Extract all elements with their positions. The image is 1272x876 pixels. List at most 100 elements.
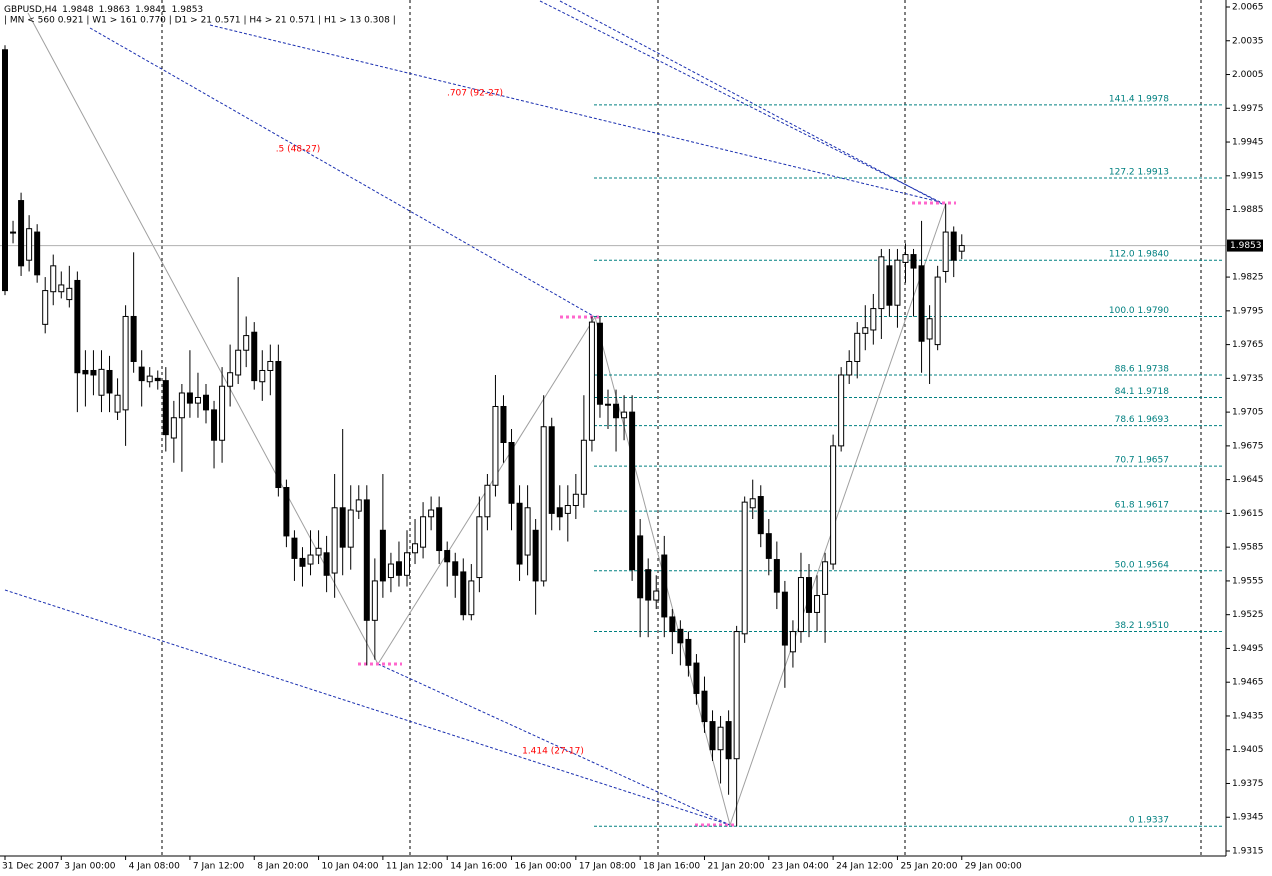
body [219, 385, 226, 441]
y-tick-label: 1.9495 [1232, 644, 1264, 654]
body [830, 445, 837, 565]
x-tick-label: 11 Jan 12:00 [386, 862, 443, 872]
body [789, 631, 796, 653]
level-label: 38.2 1.9510 [1115, 621, 1170, 631]
body [500, 405, 507, 444]
body [588, 321, 595, 441]
body [307, 554, 314, 565]
body [572, 493, 579, 507]
body [950, 231, 957, 261]
body [902, 254, 909, 263]
body [725, 721, 732, 760]
body [90, 369, 97, 376]
body [492, 405, 499, 486]
indicator-line: | MN < 560 0.921 | W1 > 161 0.770 | D1 >… [4, 16, 396, 26]
body [243, 335, 250, 351]
body [797, 577, 804, 633]
body [194, 396, 201, 404]
body [211, 409, 218, 441]
body [741, 501, 748, 635]
body [235, 349, 242, 376]
body [275, 360, 282, 489]
body [677, 628, 684, 644]
level-label: 70.7 1.9657 [1115, 456, 1169, 466]
y-tick-label: 2.0065 [1232, 3, 1264, 13]
y-tick-label: 1.9885 [1232, 205, 1264, 215]
body [854, 332, 861, 362]
body [548, 426, 555, 514]
level-label: 61.8 1.9617 [1115, 501, 1169, 511]
body [460, 571, 467, 616]
body [347, 509, 354, 548]
body [516, 502, 523, 565]
body [444, 550, 451, 563]
trend-line [377, 663, 731, 826]
y-tick-label: 1.9375 [1232, 779, 1264, 789]
body [122, 315, 129, 411]
body [428, 509, 435, 518]
body [251, 331, 258, 382]
ratio-label: .707 (92-27) [447, 89, 503, 99]
body [886, 265, 893, 306]
header: GBPUSD,H4 1.9848 1.9863 1.9841 1.9853 [4, 5, 203, 15]
body [629, 411, 636, 571]
candles [2, 45, 965, 827]
level-label: 78.6 1.9693 [1115, 415, 1169, 425]
y-tick-label: 1.9975 [1232, 104, 1264, 114]
body [669, 616, 676, 633]
x-tick-label: 23 Jan 04:00 [772, 862, 829, 872]
y-tick-label: 1.9525 [1232, 610, 1264, 620]
body [781, 591, 788, 646]
x-tick-label: 7 Jan 12:00 [193, 862, 245, 872]
body [395, 561, 402, 576]
body [259, 369, 266, 383]
y-tick-label: 1.9615 [1232, 509, 1264, 519]
x-tick-label: 29 Jan 00:00 [965, 862, 1022, 872]
body [580, 439, 587, 495]
trend-line [89, 27, 596, 318]
body [130, 315, 137, 362]
x-tick-label: 18 Jan 16:00 [643, 862, 700, 872]
body [910, 254, 917, 269]
body [146, 375, 153, 383]
body [170, 417, 177, 439]
body [42, 290, 49, 325]
symbol: GBPUSD,H4 [4, 5, 57, 15]
level-label: 112.0 1.9840 [1109, 250, 1169, 260]
body [556, 507, 563, 518]
y-tick-label: 1.9345 [1232, 813, 1264, 823]
y-tick-label: 1.9645 [1232, 475, 1264, 485]
body [404, 552, 410, 576]
header-price: 1.9848 [62, 5, 94, 15]
body [942, 231, 949, 272]
body [371, 580, 378, 621]
body [765, 533, 772, 559]
body [420, 516, 427, 548]
body [74, 279, 81, 374]
header-price: 1.9853 [172, 5, 204, 15]
body [733, 631, 740, 760]
x-tick-label: 31 Dec 2007 [2, 862, 60, 872]
body [82, 369, 89, 375]
body [267, 360, 274, 371]
body [508, 442, 515, 504]
trend-line [4, 589, 731, 826]
y-tick-label: 1.9555 [1232, 576, 1264, 586]
body [468, 580, 475, 616]
y-tick-label: 1.9405 [1232, 745, 1264, 755]
body [227, 372, 234, 387]
y-tick-label: 1.9315 [1232, 847, 1264, 857]
body [709, 721, 716, 751]
body [693, 662, 700, 694]
body [162, 380, 169, 436]
body [291, 537, 298, 559]
x-tick-label: 4 Jan 08:00 [129, 862, 181, 872]
body [299, 557, 306, 567]
body [114, 394, 121, 413]
body [918, 265, 925, 342]
body [645, 569, 652, 601]
trend-lines [4, 0, 945, 826]
level-label: 141.4 1.9978 [1109, 94, 1169, 104]
body [653, 590, 660, 601]
